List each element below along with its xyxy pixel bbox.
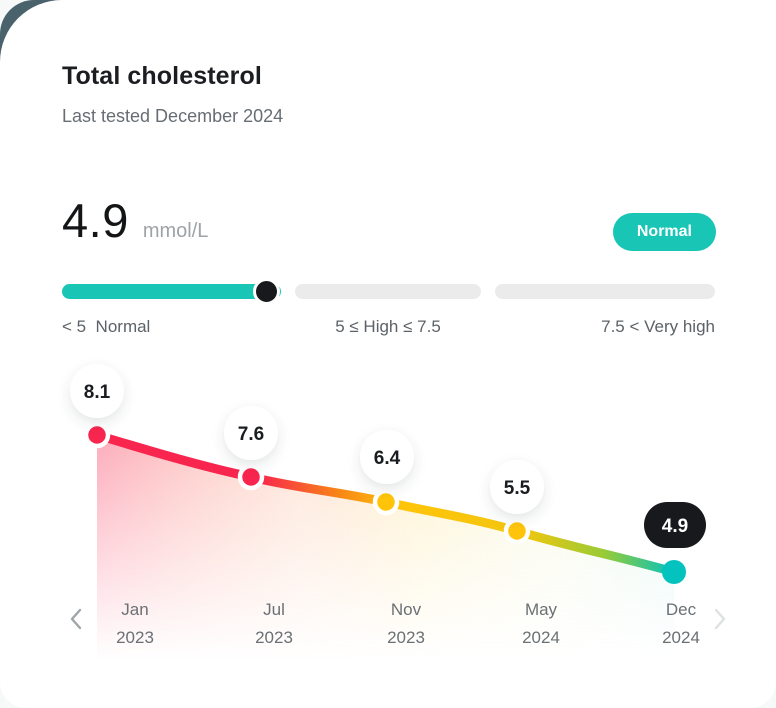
x-tick-dec-2024: Dec 2024	[621, 596, 741, 652]
tick-year: 2024	[662, 628, 700, 647]
reading-value: 4.9	[62, 194, 129, 247]
previous-period-button[interactable]	[68, 607, 92, 631]
trend-line-svg: 8.1 7.6 6.4 5.5 4.9	[70, 364, 706, 660]
data-point-dec-2024[interactable]	[662, 560, 686, 584]
value-bubble-dec-2024-selected[interactable]: 4.9	[644, 502, 706, 548]
area-fill	[97, 435, 674, 660]
value-bubble-nov-2023[interactable]: 6.4	[360, 430, 414, 484]
tick-month: Nov	[390, 600, 422, 619]
value-bubble-jul-2023[interactable]: 7.6	[224, 406, 278, 460]
value-bubble-label: 8.1	[84, 382, 111, 403]
tick-year: 2023	[116, 628, 154, 647]
value-bubble-jan-2023[interactable]: 8.1	[70, 364, 124, 418]
range-indicator	[62, 278, 716, 305]
data-point-nov-2023[interactable]	[372, 488, 400, 516]
reading-unit: mmol/L	[142, 220, 209, 242]
value-bubble-label: 4.9	[662, 516, 688, 537]
tick-month: Jul	[263, 600, 285, 619]
value-bubble-label: 5.5	[504, 478, 531, 499]
value-bubble-label: 6.4	[374, 448, 401, 469]
chevron-right-icon	[714, 608, 726, 630]
tick-month: May	[524, 600, 558, 619]
status-badge: Normal	[612, 213, 716, 251]
data-point-jul-2023[interactable]	[237, 463, 265, 491]
tick-month: Jan	[121, 600, 149, 619]
page-title: Total cholesterol	[62, 62, 262, 90]
range-label-high: 5 ≤ High ≤ 7.5	[335, 317, 441, 336]
tick-month: Dec	[665, 600, 697, 619]
chevron-left-icon	[70, 608, 82, 630]
x-tick-jan-2023: Jan 2023	[75, 596, 195, 652]
current-reading: 4.9 mmol/L	[62, 193, 208, 248]
data-point-may-2024[interactable]	[503, 517, 531, 545]
range-label-normal: < 5 Normal	[62, 317, 151, 336]
value-bubble-may-2024[interactable]: 5.5	[490, 460, 544, 514]
x-tick-may-2024: May 2024	[481, 596, 601, 652]
cholesterol-trend-chart: 8.1 7.6 6.4 5.5 4.9	[0, 355, 776, 670]
range-bar-normal	[62, 278, 281, 305]
data-point-jan-2023[interactable]	[83, 421, 111, 449]
x-tick-nov-2023: Nov 2023	[346, 596, 466, 652]
range-bar-high	[295, 284, 481, 299]
range-label-very-high: 7.5 < Very high	[601, 317, 715, 336]
value-bubble-label: 7.6	[238, 424, 264, 445]
range-bar-very-high	[495, 284, 715, 299]
current-value-marker	[253, 278, 280, 305]
x-tick-jul-2023: Jul 2023	[214, 596, 334, 652]
range-labels: < 5 Normal 5 ≤ High ≤ 7.5 7.5 < Very hig…	[62, 317, 716, 337]
tick-year: 2024	[522, 628, 560, 647]
tick-year: 2023	[255, 628, 293, 647]
tick-year: 2023	[387, 628, 425, 647]
next-period-button[interactable]	[712, 607, 736, 631]
last-tested-subtitle: Last tested December 2024	[62, 106, 284, 126]
